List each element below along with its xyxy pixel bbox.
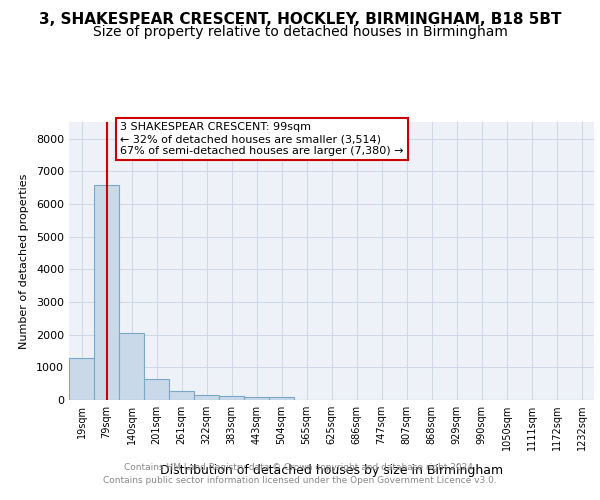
X-axis label: Distribution of detached houses by size in Birmingham: Distribution of detached houses by size … (160, 464, 503, 477)
Text: 3 SHAKESPEAR CRESCENT: 99sqm
← 32% of detached houses are smaller (3,514)
67% of: 3 SHAKESPEAR CRESCENT: 99sqm ← 32% of de… (120, 122, 404, 156)
Text: Size of property relative to detached houses in Birmingham: Size of property relative to detached ho… (92, 25, 508, 39)
Bar (194, 395, 219, 400)
Y-axis label: Number of detached properties: Number of detached properties (19, 174, 29, 349)
Text: Contains public sector information licensed under the Open Government Licence v3: Contains public sector information licen… (103, 476, 497, 485)
Bar (219, 396, 244, 400)
Bar (69, 358, 94, 400)
Bar (169, 390, 194, 400)
Text: 3, SHAKESPEAR CRESCENT, HOCKLEY, BIRMINGHAM, B18 5BT: 3, SHAKESPEAR CRESCENT, HOCKLEY, BIRMING… (39, 12, 561, 28)
Bar (144, 379, 169, 400)
Bar (244, 398, 269, 400)
Bar (94, 184, 119, 400)
Text: Contains HM Land Registry data © Crown copyright and database right 2024.: Contains HM Land Registry data © Crown c… (124, 464, 476, 472)
Bar (119, 333, 144, 400)
Bar (269, 396, 294, 400)
